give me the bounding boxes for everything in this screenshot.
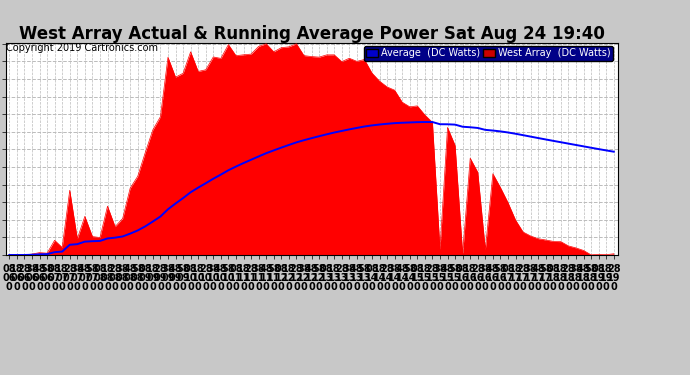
Title: West Array Actual & Running Average Power Sat Aug 24 19:40: West Array Actual & Running Average Powe…: [19, 25, 604, 43]
Legend: Average  (DC Watts), West Array  (DC Watts): Average (DC Watts), West Array (DC Watts…: [364, 46, 613, 61]
Text: Copyright 2019 Cartronics.com: Copyright 2019 Cartronics.com: [6, 43, 157, 53]
